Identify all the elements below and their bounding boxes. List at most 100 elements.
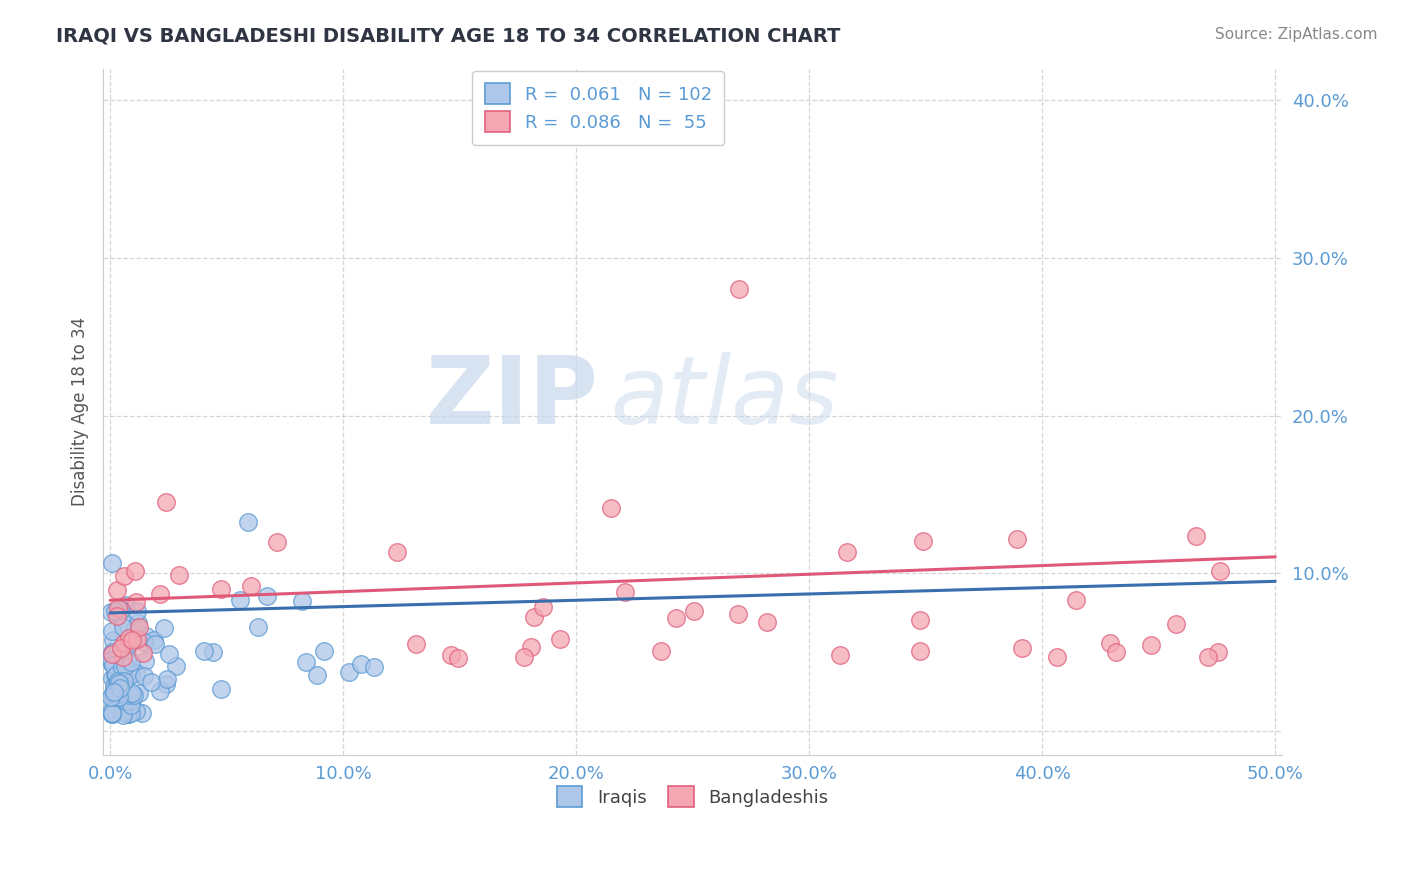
Point — [120, 698, 142, 713]
Point — [107, 650, 129, 665]
Point — [112, 705, 135, 719]
Point — [103, 685, 125, 699]
Point — [157, 647, 180, 661]
Point — [910, 644, 932, 658]
Point — [246, 620, 269, 634]
Point — [121, 686, 143, 700]
Point — [104, 689, 127, 703]
Point — [107, 690, 129, 705]
Point — [100, 605, 122, 619]
Point — [120, 655, 142, 669]
Point — [107, 677, 129, 691]
Point — [312, 644, 335, 658]
Point — [112, 569, 135, 583]
Point — [103, 681, 125, 696]
Point — [447, 650, 470, 665]
Point — [1046, 649, 1069, 664]
Point — [1105, 645, 1128, 659]
Point — [728, 282, 751, 296]
Point — [122, 689, 145, 703]
Point — [121, 633, 143, 648]
Point — [239, 579, 262, 593]
Point — [120, 636, 142, 650]
Point — [107, 582, 129, 597]
Point — [120, 665, 142, 680]
Point — [155, 495, 177, 509]
Point — [131, 646, 153, 660]
Point — [211, 681, 233, 696]
Text: Source: ZipAtlas.com: Source: ZipAtlas.com — [1215, 27, 1378, 42]
Point — [112, 636, 135, 650]
Point — [115, 598, 138, 612]
Point — [387, 545, 409, 559]
Point — [100, 690, 122, 705]
Point — [114, 659, 136, 673]
Point — [238, 515, 260, 529]
Point — [153, 621, 176, 635]
Point — [266, 535, 288, 549]
Point — [600, 501, 623, 516]
Point — [101, 556, 124, 570]
Point — [125, 666, 148, 681]
Point — [100, 653, 122, 667]
Point — [111, 708, 134, 723]
Point — [107, 676, 129, 690]
Point — [295, 655, 318, 669]
Point — [101, 647, 124, 661]
Point — [111, 659, 134, 673]
Point — [1209, 564, 1232, 578]
Point — [120, 667, 142, 681]
Point — [101, 706, 124, 721]
Point — [103, 704, 125, 718]
Point — [256, 589, 278, 603]
Point — [101, 632, 124, 647]
Point — [128, 686, 150, 700]
Point — [128, 620, 150, 634]
Point — [513, 650, 536, 665]
Point — [548, 632, 571, 646]
Point — [101, 658, 124, 673]
Point — [101, 701, 124, 715]
Point — [101, 671, 124, 685]
Point — [101, 706, 124, 720]
Point — [117, 650, 139, 665]
Point — [103, 706, 125, 720]
Text: atlas: atlas — [610, 352, 838, 443]
Point — [104, 688, 127, 702]
Point — [105, 609, 128, 624]
Point — [337, 665, 360, 679]
Point — [111, 680, 134, 694]
Point — [108, 659, 131, 673]
Point — [107, 601, 129, 615]
Point — [1198, 650, 1220, 665]
Point — [111, 615, 134, 630]
Point — [1206, 645, 1229, 659]
Point — [117, 707, 139, 722]
Point — [143, 632, 166, 647]
Point — [103, 690, 125, 704]
Point — [107, 690, 129, 704]
Point — [107, 703, 129, 717]
Point — [141, 675, 163, 690]
Legend: Iraqis, Bangladeshis: Iraqis, Bangladeshis — [550, 780, 835, 814]
Point — [440, 648, 463, 662]
Point — [100, 647, 122, 661]
Point — [131, 706, 153, 720]
Point — [110, 603, 132, 617]
Point — [101, 657, 124, 672]
Point — [118, 689, 141, 703]
Point — [112, 673, 135, 688]
Point — [307, 668, 329, 682]
Point — [520, 640, 543, 654]
Point — [1098, 636, 1121, 650]
Point — [134, 654, 156, 668]
Point — [105, 676, 128, 690]
Point — [132, 669, 155, 683]
Point — [120, 706, 142, 720]
Point — [143, 637, 166, 651]
Point — [101, 687, 124, 701]
Point — [193, 644, 215, 658]
Point — [209, 582, 232, 596]
Point — [115, 694, 138, 708]
Point — [650, 644, 672, 658]
